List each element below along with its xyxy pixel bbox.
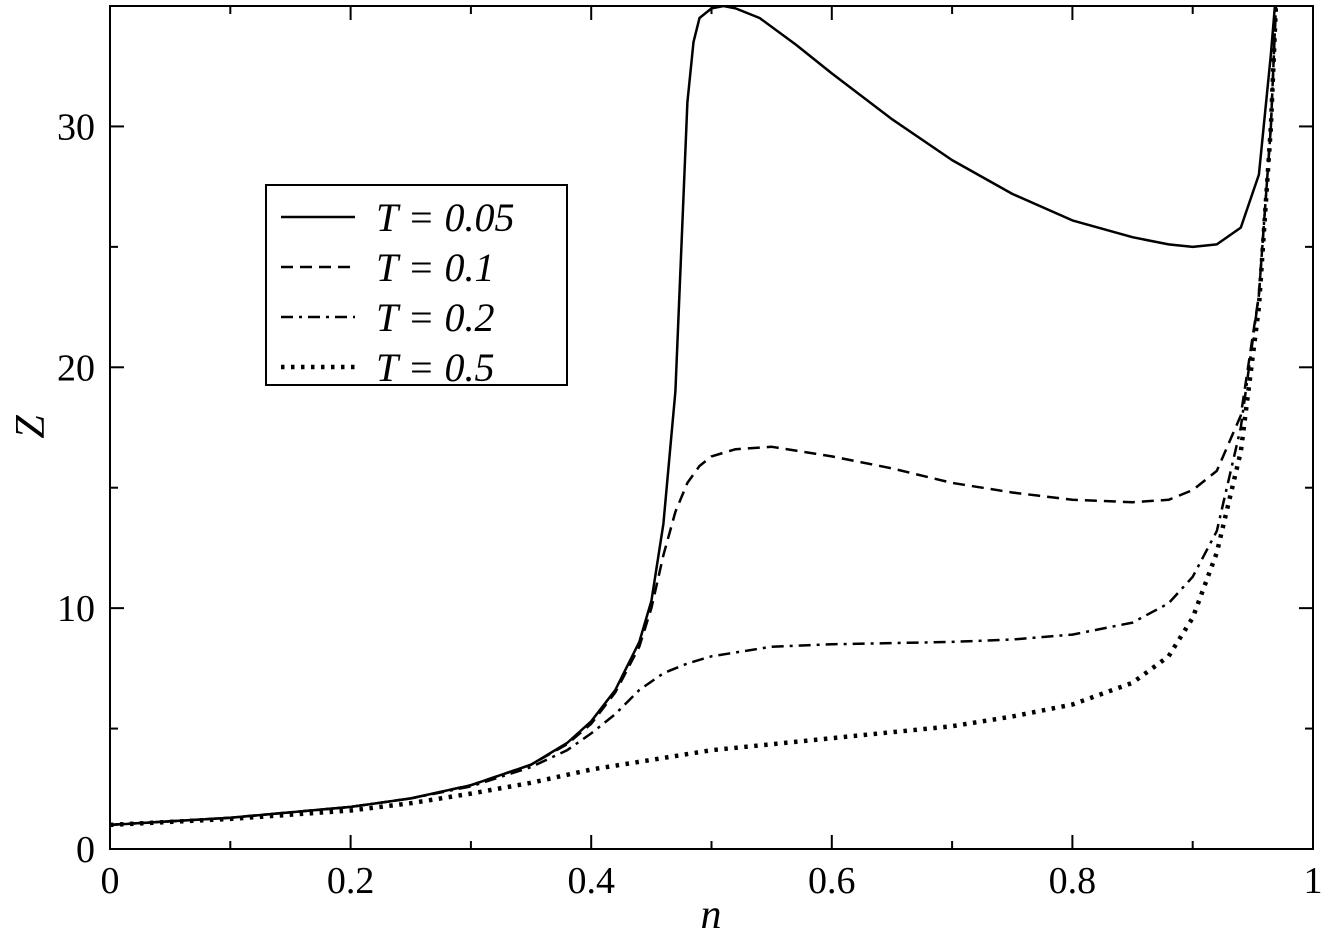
y-axis-title: Z xyxy=(8,415,54,439)
y-tick-label: 0 xyxy=(76,829,95,871)
legend-label-4: T = 0.5 xyxy=(376,345,495,390)
y-tick-label: 30 xyxy=(57,106,95,148)
series-line-1 xyxy=(110,6,1277,827)
series-line-4 xyxy=(110,6,1279,828)
legend-label-2: T = 0.1 xyxy=(376,245,495,290)
x-tick-label: 0.8 xyxy=(1049,860,1097,902)
x-tick-label: 1 xyxy=(1304,860,1323,902)
x-axis-title: n xyxy=(701,892,722,932)
legend-box xyxy=(265,184,568,386)
x-tick-label: 0.4 xyxy=(567,860,615,902)
series-lines xyxy=(110,6,1279,828)
x-tick-label: 0.6 xyxy=(808,860,856,902)
series-line-2 xyxy=(110,6,1278,827)
x-tick-label: 0.2 xyxy=(327,860,375,902)
legend-label-3: T = 0.2 xyxy=(376,295,495,340)
y-tick-label: 20 xyxy=(57,347,95,389)
plot-frame xyxy=(109,5,1314,850)
legend: T = 0.05 T = 0.1 T = 0.2 T = 0.5 xyxy=(265,184,568,390)
x-tick-label: 0 xyxy=(101,860,120,902)
axis-ticks xyxy=(109,5,1314,850)
legend-label-1: T = 0.05 xyxy=(376,195,515,240)
y-tick-label: 10 xyxy=(57,588,95,630)
series-line-3 xyxy=(110,6,1278,827)
